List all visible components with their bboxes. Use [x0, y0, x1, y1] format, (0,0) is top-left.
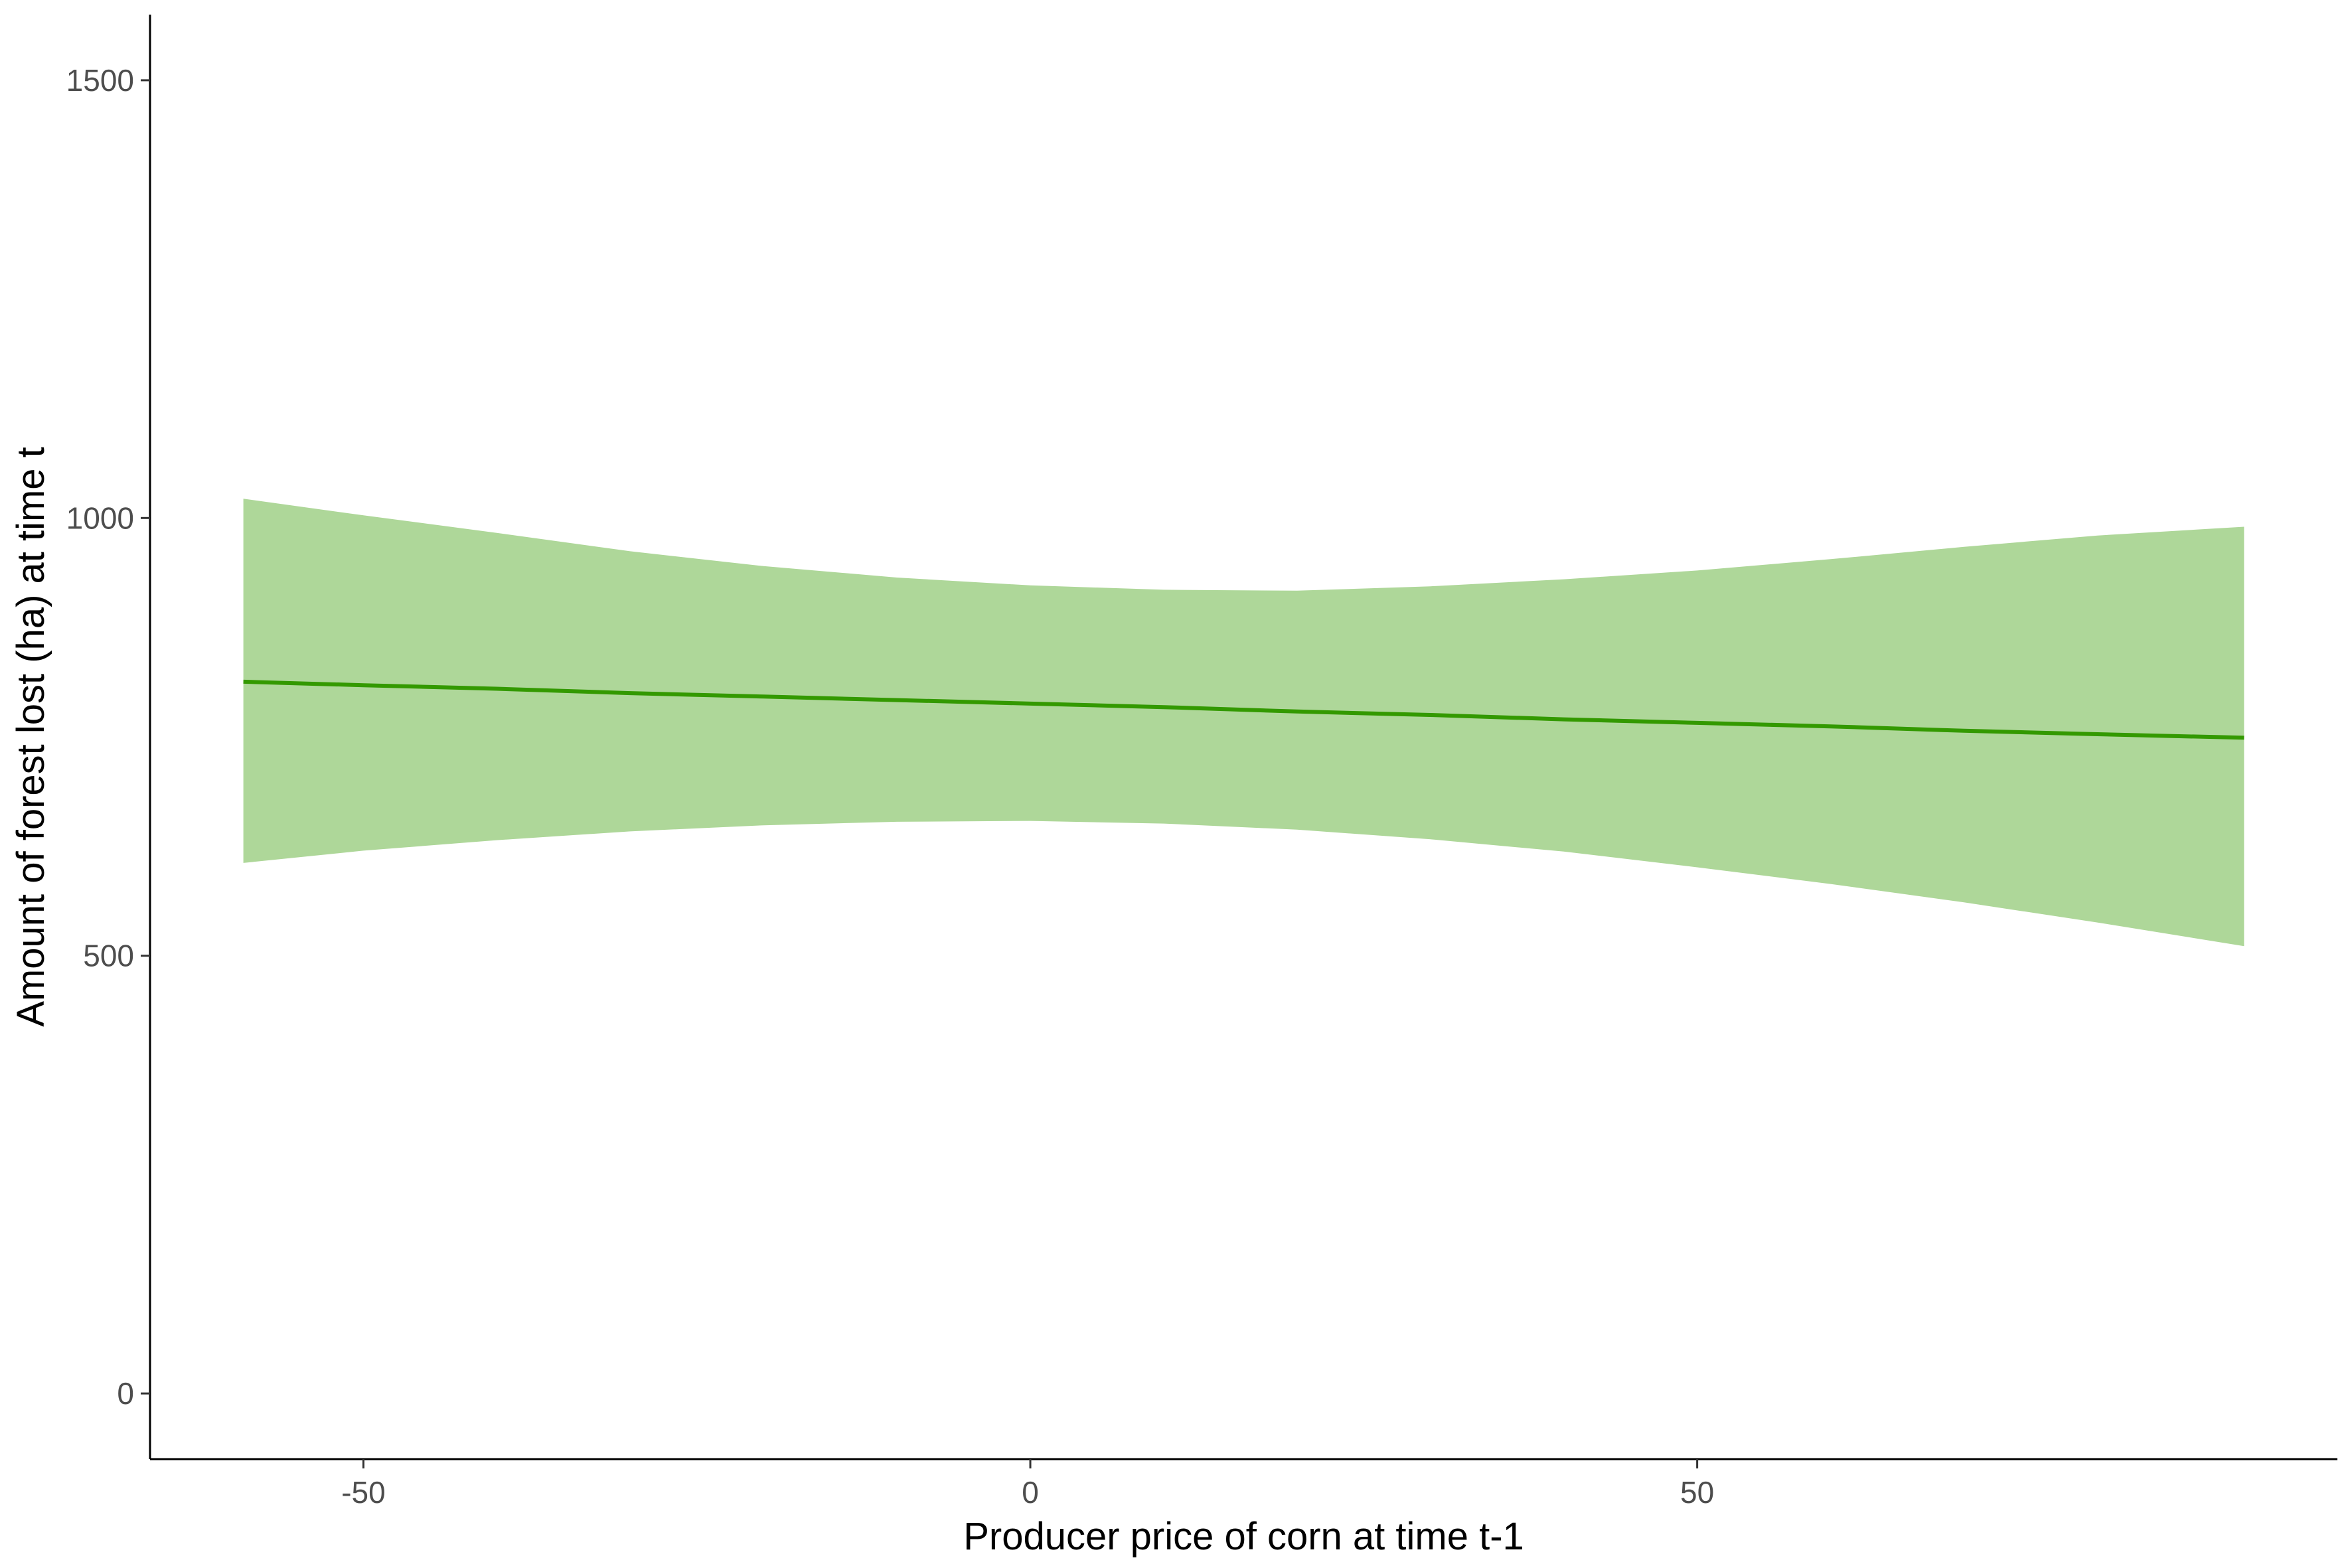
plot-area: [243, 499, 2244, 947]
y-tick-label: 1000: [66, 501, 134, 535]
confidence-band: [243, 499, 2244, 947]
y-tick-label: 0: [117, 1376, 134, 1411]
x-tick-label: -50: [341, 1475, 385, 1510]
x-axis-ticks: -50 0 50: [341, 1459, 1714, 1510]
y-axis-ticks: 0 500 1000 1500: [66, 63, 150, 1411]
x-axis-title: Producer price of corn at time t-1: [963, 1515, 1524, 1558]
y-axis-title: Amount of forest lost (ha) at time t: [9, 447, 52, 1027]
fitted-line: [243, 679, 2244, 740]
y-tick-label: 1500: [66, 63, 134, 98]
y-tick-label: 500: [83, 939, 134, 973]
x-tick-label: 0: [1022, 1475, 1039, 1510]
x-tick-label: 50: [1680, 1475, 1714, 1510]
